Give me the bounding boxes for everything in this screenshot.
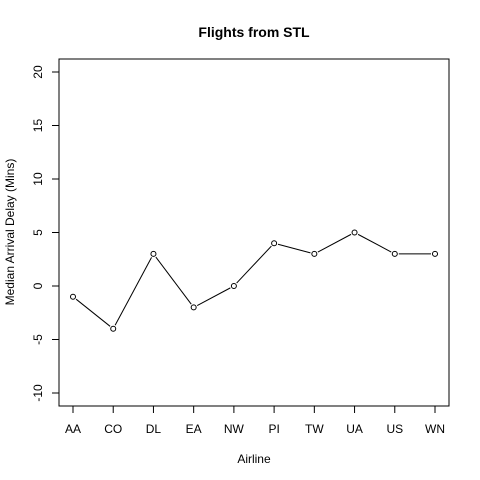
y-tick-label: 0 [31,282,45,289]
chart-title: Flights from STL [198,24,310,40]
y-tick-label: 10 [31,172,45,186]
line-segments [75,233,431,327]
y-tick-label: 20 [31,65,45,79]
y-tick-label: 15 [31,119,45,133]
y-tick-label: -5 [31,334,45,345]
y-tick-label: -10 [31,384,45,402]
y-axis: -10 -5 0 5 10 15 20 [31,65,59,402]
y-tick-label: 5 [31,229,45,236]
x-tick-label: UA [346,422,363,436]
line-segment [155,256,192,305]
x-tick-label: NW [224,422,245,436]
x-tick-label: US [386,422,403,436]
line-segment [196,287,231,306]
data-point-ea [190,304,197,311]
y-axis-label: Median Arrival Delay (Mins) [3,159,17,306]
data-point-dl [150,250,157,257]
data-point-aa [70,293,76,300]
data-point-us [391,250,398,257]
x-tick-label: DL [146,422,162,436]
line-segment [357,233,392,253]
line-segment [277,243,311,254]
data-points [70,229,438,332]
line-segment [114,257,152,326]
x-tick-label: TW [305,422,324,436]
data-point-pi [271,240,278,247]
data-point-tw [311,250,318,257]
x-axis: AA CO DL EA NW PI TW UA US WN [65,406,445,436]
x-tick-label: AA [65,422,81,436]
x-tick-label: EA [186,422,202,436]
x-tick-label: WN [425,422,445,436]
data-point-wn [432,250,438,257]
line-segment [75,298,111,327]
x-tick-label: CO [104,422,122,436]
x-tick-label: PI [268,422,279,436]
x-axis-label: Airline [237,452,271,466]
data-point-ua [351,229,358,236]
line-segment [317,233,352,253]
plot-frame [58,58,450,407]
data-point-nw [230,283,237,289]
data-point-co [110,325,117,332]
line-segment [236,245,272,284]
